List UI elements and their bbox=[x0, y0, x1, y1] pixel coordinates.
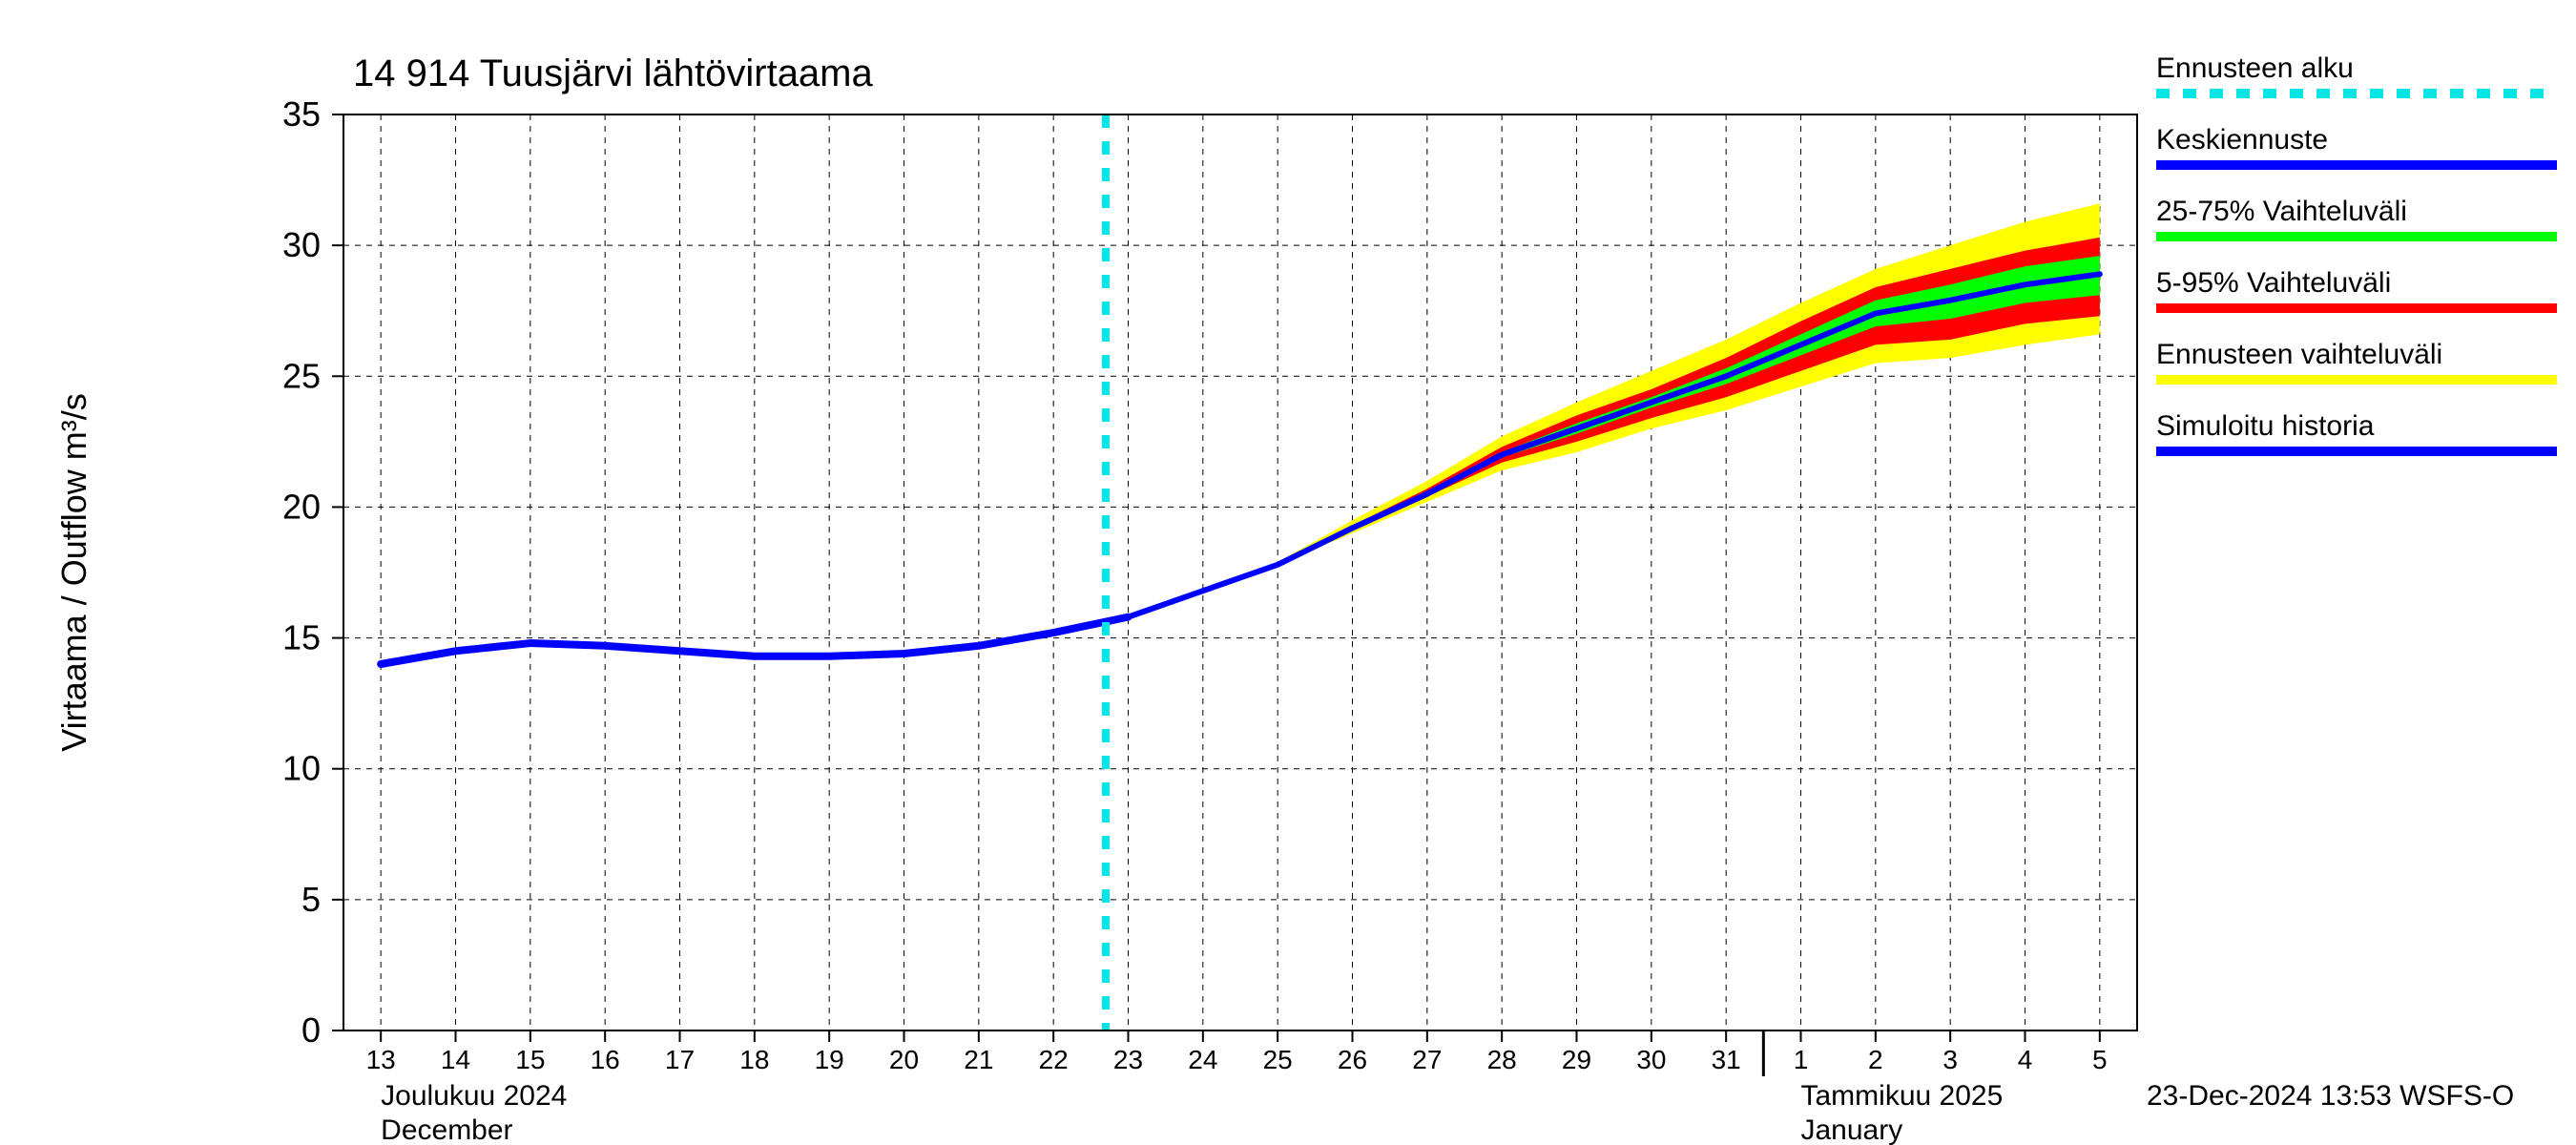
x-tick-label: 24 bbox=[1188, 1045, 1217, 1074]
y-tick-label: 35 bbox=[282, 94, 321, 134]
y-tick-label: 20 bbox=[282, 487, 321, 526]
legend: Ennusteen alku Keskiennuste 25-75% Vaihtel… bbox=[2156, 52, 2557, 482]
legend-label: Ennusteen alku bbox=[2156, 52, 2557, 85]
legend-swatch bbox=[2156, 89, 2557, 98]
x-tick-label: 15 bbox=[515, 1045, 545, 1074]
month-label-en: December bbox=[381, 1114, 512, 1145]
x-tick-label: 26 bbox=[1338, 1045, 1367, 1074]
x-tick-label: 23 bbox=[1113, 1045, 1143, 1074]
x-tick-label: 20 bbox=[889, 1045, 919, 1074]
y-tick-label: 15 bbox=[282, 618, 321, 657]
x-tick-label: 13 bbox=[366, 1045, 396, 1074]
x-tick-label: 14 bbox=[441, 1045, 470, 1074]
x-tick-label: 29 bbox=[1562, 1045, 1591, 1074]
month-label-fi: Joulukuu 2024 bbox=[381, 1080, 567, 1112]
x-tick-label: 5 bbox=[2092, 1045, 2108, 1074]
x-tick-label: 2 bbox=[1868, 1045, 1883, 1074]
chart-title: 14 914 Tuusjärvi lähtövirtaama bbox=[353, 52, 874, 94]
month-label-en: January bbox=[1801, 1114, 1903, 1145]
legend-item: Ennusteen vaihteluväli bbox=[2156, 339, 2557, 410]
legend-item: Simuloitu historia bbox=[2156, 410, 2557, 482]
history-line bbox=[381, 617, 1128, 664]
plot-border bbox=[343, 114, 2137, 1030]
x-tick-label: 25 bbox=[1263, 1045, 1293, 1074]
legend-item: Keskiennuste bbox=[2156, 124, 2557, 196]
x-tick-label: 19 bbox=[815, 1045, 844, 1074]
x-tick-label: 3 bbox=[1942, 1045, 1958, 1074]
x-tick-label: 1 bbox=[1794, 1045, 1809, 1074]
y-tick-label: 30 bbox=[282, 225, 321, 264]
legend-label: Keskiennuste bbox=[2156, 124, 2557, 156]
legend-item: 25-75% Vaihteluväli bbox=[2156, 196, 2557, 267]
month-label-fi: Tammikuu 2025 bbox=[1801, 1080, 2004, 1112]
legend-item: 5-95% Vaihteluväli bbox=[2156, 267, 2557, 339]
legend-swatch bbox=[2156, 447, 2557, 456]
x-tick-label: 30 bbox=[1636, 1045, 1666, 1074]
y-axis-label: Virtaama / Outflow m³/s bbox=[54, 393, 93, 751]
legend-label: Ennusteen vaihteluväli bbox=[2156, 339, 2557, 371]
x-tick-label: 16 bbox=[591, 1045, 620, 1074]
legend-swatch bbox=[2156, 375, 2557, 385]
legend-label: Simuloitu historia bbox=[2156, 410, 2557, 443]
y-tick-label: 5 bbox=[301, 880, 321, 919]
x-tick-label: 28 bbox=[1487, 1045, 1517, 1074]
x-tick-label: 22 bbox=[1039, 1045, 1069, 1074]
legend-swatch bbox=[2156, 232, 2557, 241]
chart-canvas: 05101520253035Virtaama / Outflow m³/s131… bbox=[0, 0, 2576, 1145]
x-tick-label: 31 bbox=[1712, 1045, 1741, 1074]
legend-item: Ennusteen alku bbox=[2156, 52, 2557, 124]
legend-swatch bbox=[2156, 303, 2557, 313]
legend-swatch bbox=[2156, 160, 2557, 170]
y-tick-label: 10 bbox=[282, 749, 321, 788]
legend-label: 25-75% Vaihteluväli bbox=[2156, 196, 2557, 228]
x-tick-label: 27 bbox=[1412, 1045, 1442, 1074]
x-tick-label: 4 bbox=[2018, 1045, 2033, 1074]
footer-timestamp: 23-Dec-2024 13:53 WSFS-O bbox=[2147, 1080, 2514, 1112]
y-tick-label: 0 bbox=[301, 1010, 321, 1050]
x-tick-label: 21 bbox=[964, 1045, 993, 1074]
grid bbox=[343, 114, 2137, 1030]
legend-label: 5-95% Vaihteluväli bbox=[2156, 267, 2557, 300]
x-tick-label: 17 bbox=[665, 1045, 695, 1074]
x-tick-label: 18 bbox=[739, 1045, 769, 1074]
y-tick-label: 25 bbox=[282, 356, 321, 395]
